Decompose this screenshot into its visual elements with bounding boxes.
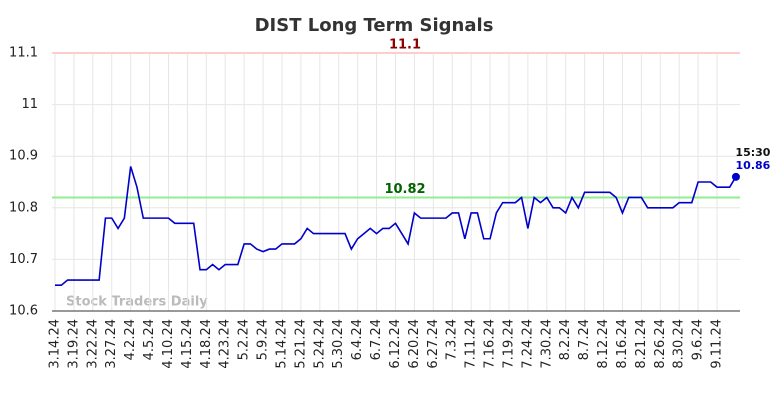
signal-label: 11.1 <box>389 38 421 53</box>
price-line <box>55 166 737 286</box>
x-tick-label: 6.4.24 <box>350 319 365 360</box>
y-tick-label: 11 <box>21 97 38 112</box>
x-tick-label: 8.26.24 <box>653 319 668 369</box>
last-value: 10.86 <box>736 159 771 172</box>
x-tick-label: 9.6.24 <box>691 319 706 360</box>
watermark: Stock Traders Daily <box>66 295 208 310</box>
x-tick-label: 5.24.24 <box>312 319 327 369</box>
x-tick-label: 7.19.24 <box>501 319 516 369</box>
x-tick-label: 3.14.24 <box>48 319 63 369</box>
x-tick-label: 8.7.24 <box>577 319 592 360</box>
x-tick-label: 5.14.24 <box>274 319 289 369</box>
x-tick-label: 4.23.24 <box>218 319 233 369</box>
x-tick-label: 6.27.24 <box>426 319 441 369</box>
x-tick-label: 7.3.24 <box>445 319 460 360</box>
signal-label: 10.82 <box>384 182 425 197</box>
y-tick-label: 10.7 <box>9 252 38 267</box>
x-tick-label: 6.7.24 <box>369 319 384 360</box>
x-tick-label: 8.12.24 <box>596 319 611 369</box>
x-tick-label: 4.18.24 <box>199 319 214 369</box>
x-tick-label: 7.24.24 <box>520 319 535 369</box>
y-tick-label: 11.1 <box>9 46 38 61</box>
x-tick-label: 4.5.24 <box>142 319 157 360</box>
y-tick-label: 10.9 <box>9 149 38 164</box>
x-tick-label: 7.30.24 <box>539 319 554 369</box>
x-tick-label: 5.21.24 <box>293 319 308 369</box>
x-tick-label: 8.30.24 <box>672 319 687 369</box>
x-tick-label: 3.22.24 <box>85 319 100 369</box>
x-tick-label: 9.11.24 <box>710 319 725 369</box>
x-tick-label: 4.15.24 <box>180 319 195 369</box>
last-point <box>731 172 740 181</box>
x-tick-label: 8.2.24 <box>558 319 573 360</box>
x-tick-label: 5.30.24 <box>331 319 346 369</box>
x-tick-label: 6.20.24 <box>407 319 422 369</box>
x-tick-label: 3.19.24 <box>66 319 81 369</box>
chart-title: DIST Long Term Signals <box>255 15 494 36</box>
x-tick-label: 4.2.24 <box>123 319 138 360</box>
y-tick-label: 10.8 <box>9 200 38 215</box>
x-tick-label: 6.12.24 <box>388 319 403 369</box>
x-tick-label: 5.2.24 <box>237 319 252 360</box>
x-tick-label: 8.16.24 <box>615 319 630 369</box>
x-tick-label: 3.27.24 <box>104 319 119 369</box>
x-tick-label: 5.9.24 <box>256 319 271 360</box>
x-tick-label: 7.11.24 <box>464 319 479 369</box>
x-tick-label: 7.16.24 <box>483 319 498 369</box>
x-tick-label: 8.21.24 <box>634 319 649 369</box>
last-time: 15:30 <box>735 146 770 159</box>
y-tick-label: 10.6 <box>9 304 38 319</box>
x-tick-label: 4.10.24 <box>161 319 176 369</box>
